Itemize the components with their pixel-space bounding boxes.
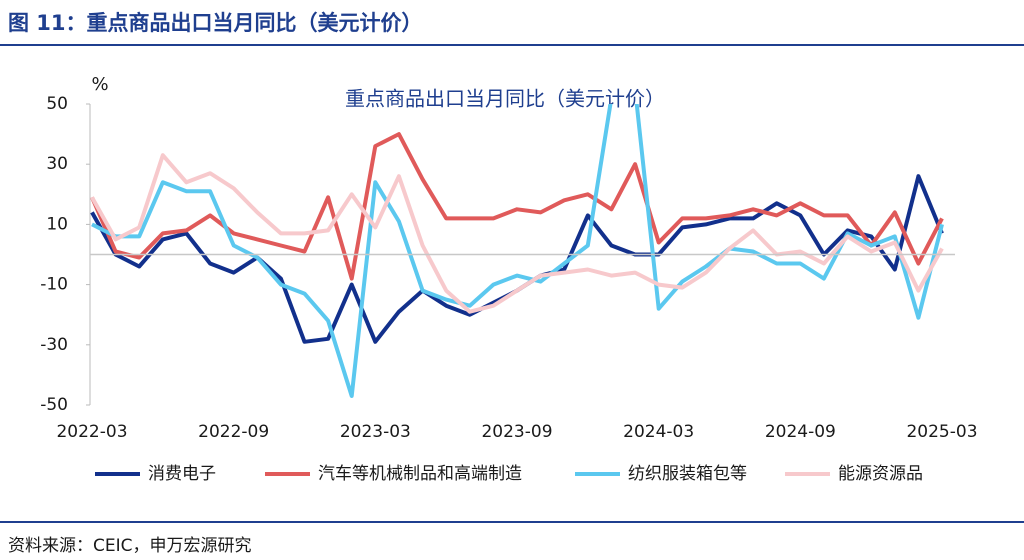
- x-tick-label: 2023-09: [481, 422, 552, 442]
- series-line: [91, 104, 944, 398]
- legend-label: 能源资源品: [838, 464, 923, 484]
- x-tick-label: 2025-03: [906, 422, 977, 442]
- y-tick-label: -10: [40, 275, 68, 295]
- x-tick-label: 2022-09: [198, 422, 269, 442]
- y-tick-label: 50: [46, 94, 68, 114]
- figure-title: 图 11：重点商品出口当月同比（美元计价）: [8, 11, 423, 35]
- x-tick-label: 2023-03: [340, 422, 411, 442]
- legend-label: 纺织服装箱包等: [628, 464, 747, 484]
- source: 资料来源：CEIC，申万宏源研究: [8, 536, 252, 556]
- y-tick-label: 10: [46, 214, 68, 234]
- series-line: [90, 132, 944, 281]
- legend-label: 汽车等机械制品和高端制造: [318, 464, 522, 484]
- legend-label: 消费电子: [148, 464, 216, 484]
- chart-title: 重点商品出口当月同比（美元计价）: [345, 87, 665, 111]
- y-tick-label: 30: [46, 154, 68, 174]
- plot-area: [90, 104, 944, 398]
- x-tick-label: 2022-03: [56, 422, 127, 442]
- y-axis-label: %: [91, 74, 108, 95]
- y-tick-label: -30: [40, 335, 68, 355]
- x-tick-label: 2024-09: [765, 422, 836, 442]
- series-line: [90, 153, 944, 314]
- x-tick-label: 2024-03: [623, 422, 694, 442]
- y-tick-label: -50: [40, 395, 68, 415]
